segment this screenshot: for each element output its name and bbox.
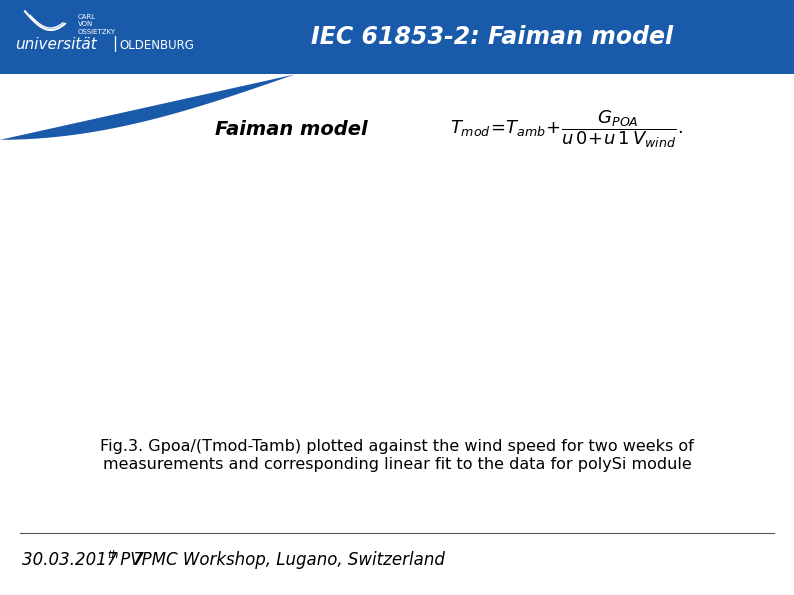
Text: $T_{mod}\!=\!T_{amb}\!+\!\dfrac{G_{POA}}{u\,0\!+\!u\,1\,V_{wind}}.$: $T_{mod}\!=\!T_{amb}\!+\!\dfrac{G_{POA}}… <box>450 108 683 150</box>
Polygon shape <box>0 74 295 140</box>
Text: measurements and corresponding linear fit to the data for polySi module: measurements and corresponding linear fi… <box>102 456 692 471</box>
Text: PVPMC Workshop, Lugano, Switzerland: PVPMC Workshop, Lugano, Switzerland <box>115 551 445 569</box>
Text: IEC 61853-2: Faiman model: IEC 61853-2: Faiman model <box>311 25 673 49</box>
Text: Fig.3. Gpoa/(Tmod-Tamb) plotted against the wind speed for two weeks of: Fig.3. Gpoa/(Tmod-Tamb) plotted against … <box>100 439 694 453</box>
Text: CARL
VON
OSSIETZKY: CARL VON OSSIETZKY <box>78 14 116 35</box>
Text: th: th <box>107 550 118 560</box>
Text: 30.03.2017   7: 30.03.2017 7 <box>22 551 144 569</box>
Bar <box>0 0 794 74</box>
Text: universität: universität <box>15 37 97 52</box>
Text: OLDENBURG: OLDENBURG <box>119 39 194 52</box>
Text: |: | <box>112 36 118 52</box>
Text: Faiman model: Faiman model <box>215 120 368 139</box>
